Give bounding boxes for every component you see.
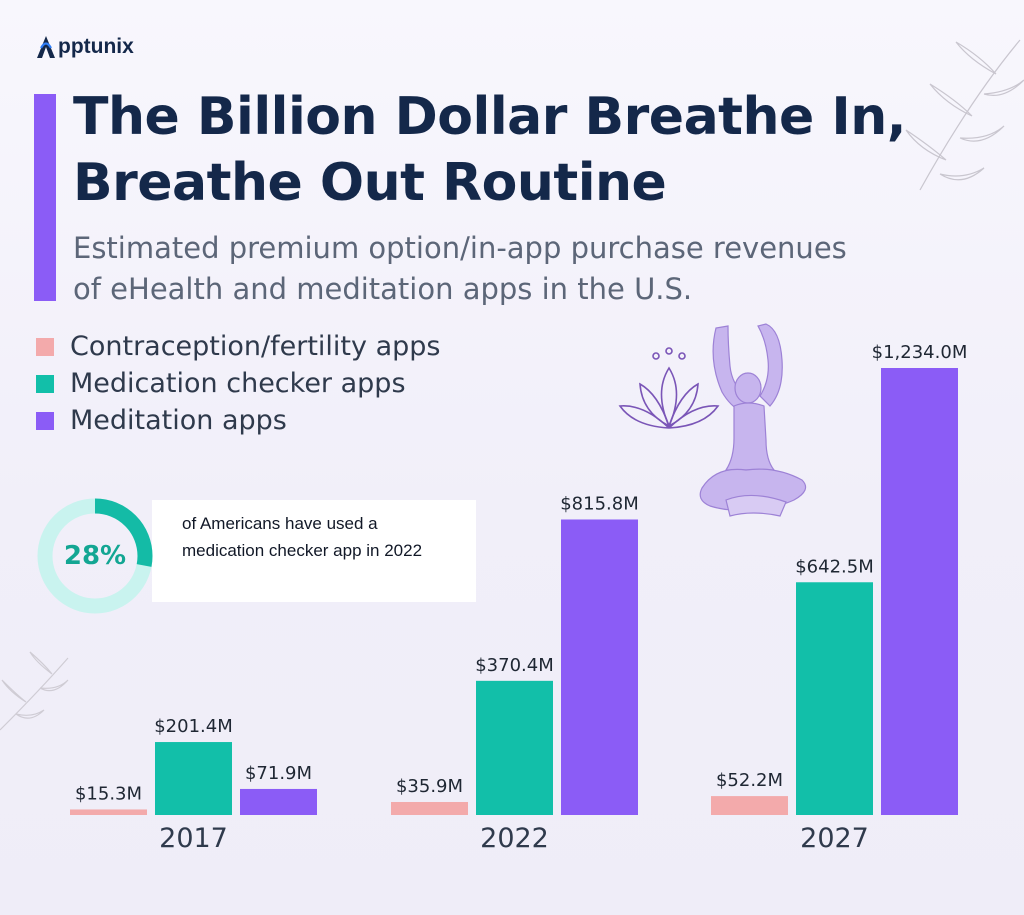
apptunix-logo: pptunix <box>36 30 134 64</box>
legend-swatch-medication <box>36 374 54 393</box>
title-line-1: The Billion Dollar Breathe In, <box>73 87 907 147</box>
bar-contraception-2017 <box>70 809 147 815</box>
data-label-medication-2027: $642.5M <box>795 556 874 577</box>
legend-item-meditation: Meditation apps <box>36 402 440 439</box>
subtitle-line-2: of eHealth and meditation apps in the U.… <box>73 272 693 306</box>
bar-meditation-2022 <box>561 519 638 815</box>
bar-contraception-2022 <box>391 801 468 815</box>
logo-a-mark-icon <box>37 36 55 58</box>
data-label-medication-2022: $370.4M <box>475 655 554 676</box>
data-label-contraception-2027: $52.2M <box>716 770 783 791</box>
stat-donut-fill <box>37 498 153 614</box>
stat-percent-label: 28% <box>63 541 127 571</box>
legend-item-contraception: Contraception/fertility apps <box>36 328 440 365</box>
data-label-meditation-2017: $71.9M <box>245 763 312 784</box>
data-label-contraception-2017: $15.3M <box>75 783 142 804</box>
stat-callout-text: of Americans have used a medication chec… <box>182 514 423 560</box>
stat-donut-ring <box>37 498 153 614</box>
page-title: The Billion Dollar Breathe In, Breathe O… <box>73 84 907 216</box>
legend-swatch-meditation <box>36 411 54 430</box>
bar-contraception-2027 <box>711 796 788 815</box>
x-axis-label-2027: 2027 <box>800 823 869 854</box>
legend-item-medication: Medication checker apps <box>36 365 440 402</box>
lotus-icon <box>618 347 720 429</box>
data-label-meditation-2022: $815.8M <box>560 493 639 514</box>
data-label-medication-2017: $201.4M <box>154 716 233 737</box>
page-subtitle: Estimated premium option/in-app purchase… <box>73 228 973 310</box>
bar-medication-2017 <box>155 742 232 815</box>
bar-meditation-2027 <box>881 368 958 815</box>
stat-callout-card: of Americans have used a medication chec… <box>152 500 476 602</box>
legend-swatch-contraception <box>36 337 54 356</box>
title-line-2: Breathe Out Routine <box>73 153 667 213</box>
yoga-figure-illustration <box>699 323 807 517</box>
logo-text: pptunix <box>58 35 134 58</box>
bar-meditation-2017 <box>240 788 317 815</box>
title-accent-bar <box>34 94 56 301</box>
leaf-decoration-top-right <box>905 39 1024 191</box>
data-label-contraception-2022: $35.9M <box>396 776 463 797</box>
bar-medication-2022 <box>476 680 553 815</box>
x-axis-label-2022: 2022 <box>480 823 549 854</box>
legend-label-meditation: Meditation apps <box>70 405 287 436</box>
legend-label-contraception: Contraception/fertility apps <box>70 331 441 362</box>
bar-medication-2027 <box>796 582 873 815</box>
data-label-meditation-2027: $1,234.0M <box>872 342 968 363</box>
legend-label-medication: Medication checker apps <box>70 368 406 399</box>
x-axis-label-2017: 2017 <box>159 823 228 854</box>
subtitle-line-1: Estimated premium option/in-app purchase… <box>73 231 847 265</box>
chart-legend: Contraception/fertility apps Medication … <box>36 328 440 439</box>
leaf-decoration-left <box>0 651 69 731</box>
